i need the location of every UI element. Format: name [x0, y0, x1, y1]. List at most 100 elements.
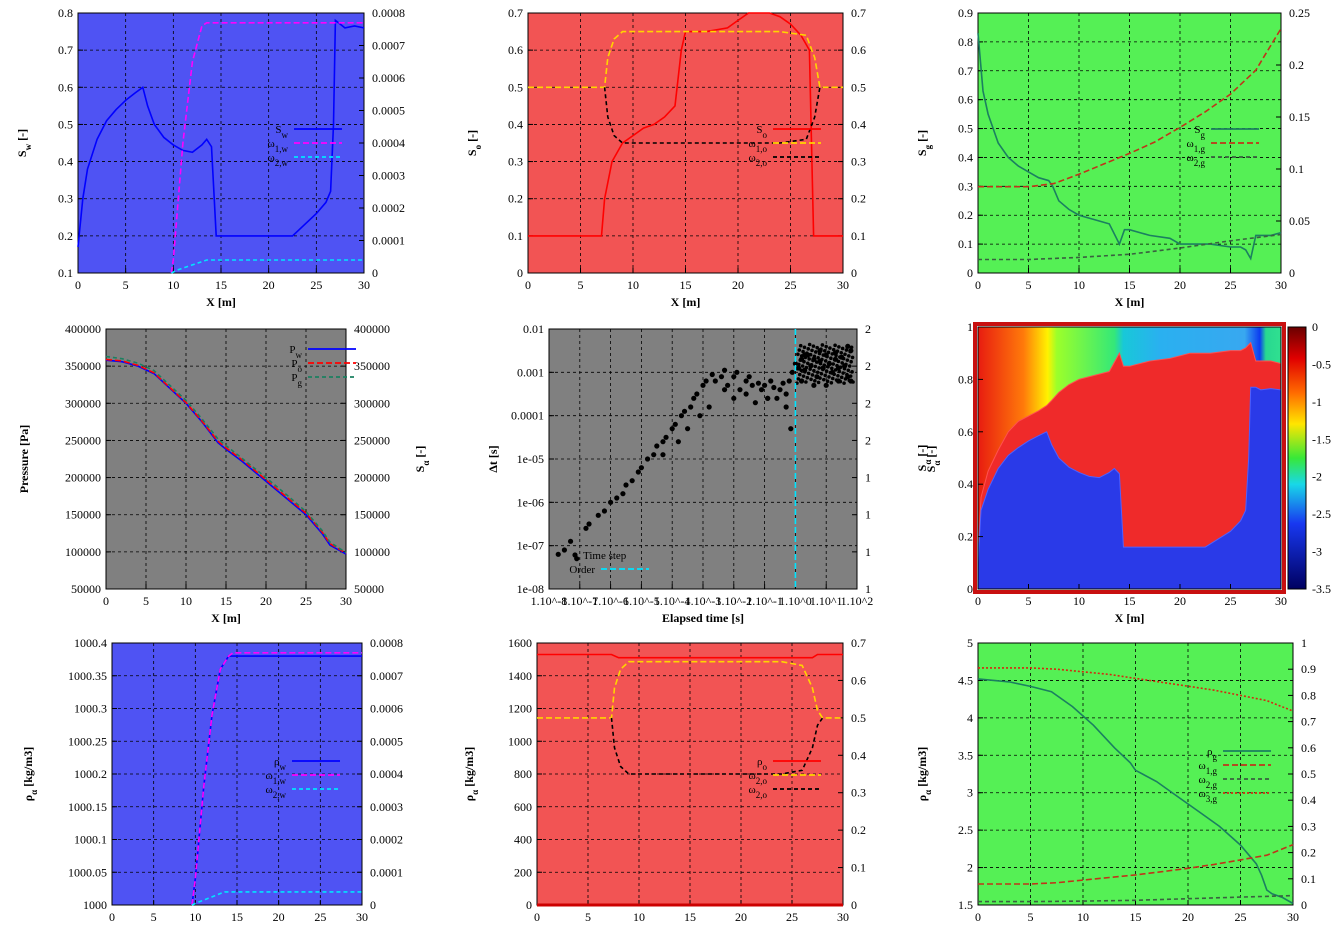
data-point — [843, 352, 847, 357]
y-tick-label: 0.001 — [517, 365, 544, 379]
y2-tick-label: 0.1 — [851, 861, 866, 875]
x-tick-label: 25 — [785, 278, 797, 292]
data-point — [802, 359, 806, 364]
data-point — [832, 372, 836, 376]
y-axis-label: ρα [kg/m3] — [915, 747, 933, 801]
data-point — [809, 363, 814, 367]
y-tick-label: 100000 — [65, 545, 101, 559]
y2-tick-label: 0.0002 — [370, 833, 403, 847]
data-point — [788, 426, 794, 432]
x-tick-label: 15 — [1124, 278, 1136, 292]
data-point — [826, 364, 830, 369]
series-line — [170, 21, 364, 274]
y-tick-label: 0.1 — [508, 229, 523, 243]
data-point — [672, 421, 678, 427]
x-tick-label: 15 — [680, 278, 692, 292]
x-tick-label: 25 — [314, 910, 326, 924]
data-point — [846, 368, 851, 373]
x-tick-label: 10 — [1073, 278, 1085, 292]
y2-tick-label: 0.4 — [1301, 793, 1316, 807]
y-tick-label: 350000 — [65, 359, 101, 373]
x-tick-label: 0 — [975, 278, 981, 292]
legend-label: Pg — [291, 372, 302, 388]
data-point — [703, 378, 709, 384]
data-point — [840, 346, 845, 351]
y2-tick-label: 0.3 — [851, 786, 866, 800]
y-tick-label: 3 — [967, 786, 973, 800]
x-tick-label: 30 — [358, 278, 370, 292]
data-point — [838, 365, 843, 369]
data-point — [835, 363, 839, 368]
data-point — [827, 375, 831, 379]
x-tick-label: 10 — [633, 910, 645, 924]
y-tick-label: 0.2 — [508, 192, 523, 206]
y2-tick-label: 0.0002 — [372, 201, 405, 215]
data-point — [841, 371, 845, 375]
y-tick-label: 0.0001 — [511, 409, 544, 423]
x-tick-label: 10 — [627, 278, 639, 292]
y-tick-label: 0.5 — [58, 117, 73, 131]
y-tick-label: 0.8 — [58, 6, 73, 20]
data-point — [848, 374, 853, 378]
y-tick-label: 1600 — [508, 636, 532, 650]
data-point — [839, 375, 844, 380]
data-point — [832, 357, 837, 362]
x-tick-label: 15 — [1124, 594, 1136, 608]
y-tick-label: 1000.05 — [68, 865, 107, 879]
y-axis-label: Sg [-] — [915, 130, 933, 156]
y2-tick-label: 2 — [865, 433, 871, 447]
y2-tick-label: 0.1 — [1289, 162, 1304, 176]
data-point — [821, 367, 825, 372]
y2-tick-label: 100000 — [354, 545, 390, 559]
series-line — [977, 33, 1282, 261]
x-tick-label: 1.10^2 — [841, 594, 874, 608]
y2-tick-label: 0.4 — [851, 117, 866, 131]
data-point — [819, 372, 824, 376]
series-line — [977, 678, 1294, 905]
data-point — [669, 426, 675, 432]
series-line — [978, 843, 1294, 885]
series-line — [191, 891, 362, 906]
y-axis-label: Pressure [Pa] — [17, 425, 31, 494]
y-tick-label: 0.3 — [508, 155, 523, 169]
data-point — [844, 348, 849, 352]
data-point — [831, 362, 836, 366]
data-point — [810, 373, 815, 377]
data-point — [709, 371, 715, 378]
data-point — [783, 404, 789, 410]
data-point — [813, 379, 817, 383]
y-tick-label: 0 — [517, 266, 523, 280]
y-tick-label: 1000 — [508, 734, 532, 748]
y2-tick-label: 400000 — [354, 322, 390, 336]
data-point — [818, 376, 822, 380]
data-point — [801, 349, 805, 354]
y-tick-label: 1000.15 — [68, 800, 107, 814]
x-tick-label: 20 — [732, 278, 744, 292]
data-point — [815, 370, 820, 375]
legend-label: ω2,o — [749, 784, 768, 800]
y2-tick-label: 0.0006 — [370, 702, 403, 716]
data-point — [814, 360, 819, 364]
y2-tick-label: 0.6 — [1301, 741, 1316, 755]
x-tick-label: 15 — [220, 594, 232, 608]
data-point — [849, 359, 853, 364]
data-point — [836, 359, 841, 364]
y-tick-label: 1e-06 — [517, 495, 544, 509]
data-point — [651, 452, 657, 458]
y2-tick-label: 1 — [865, 471, 871, 485]
data-point — [803, 370, 807, 374]
data-point — [838, 355, 842, 359]
data-point — [746, 374, 752, 380]
data-point — [802, 345, 807, 350]
y-tick-label: 50000 — [71, 582, 101, 596]
colorbar-tick-label: -1.5 — [1312, 432, 1331, 446]
y-tick-label: 300000 — [65, 396, 101, 410]
x-tick-label: 25 — [1235, 910, 1247, 924]
x-tick-label: 0 — [109, 910, 115, 924]
x-tick-label: 5 — [123, 278, 129, 292]
y2-tick-label: 0.0004 — [372, 136, 405, 150]
data-point — [846, 354, 851, 358]
y-tick-label: 1e-08 — [517, 582, 544, 596]
legend-label: ω2,w — [268, 152, 289, 168]
